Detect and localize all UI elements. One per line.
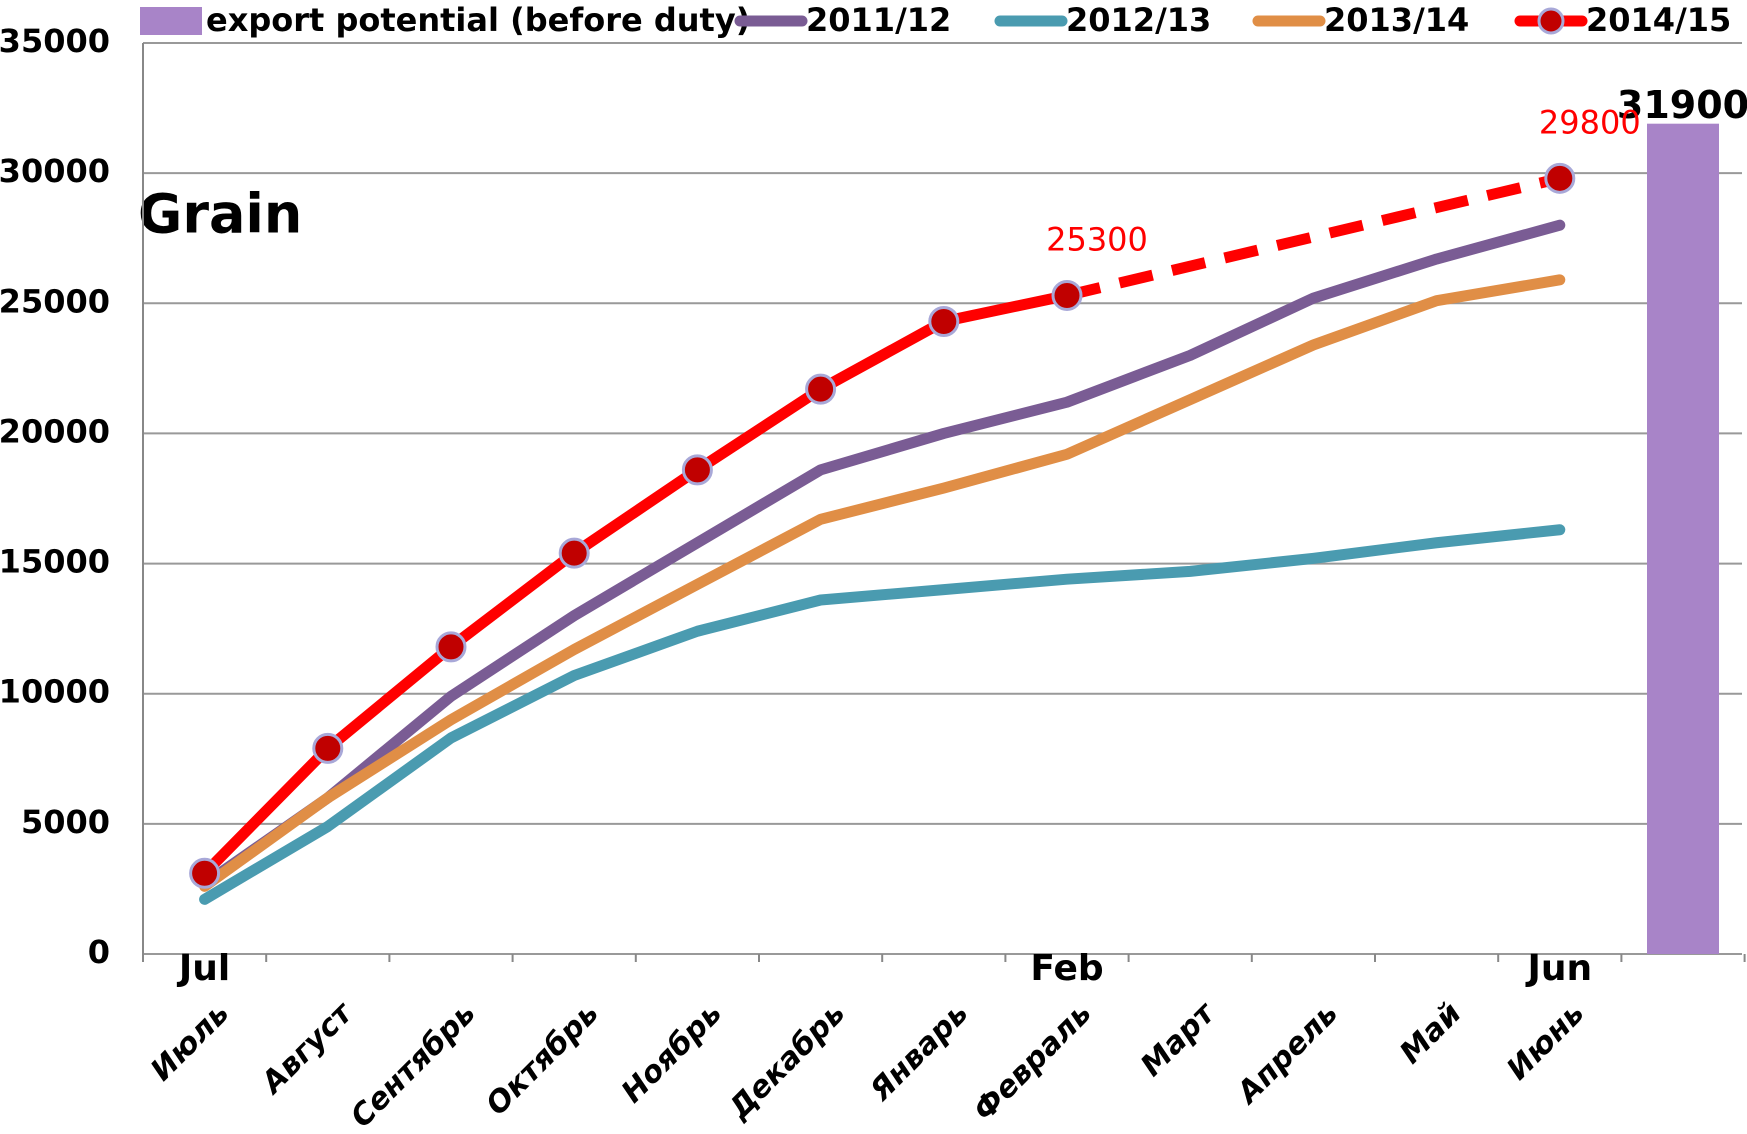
marker xyxy=(681,454,713,486)
marker xyxy=(312,732,344,764)
marker xyxy=(1051,279,1083,311)
y-tick-label: 20000 xyxy=(0,412,110,450)
y-tick-label: 30000 xyxy=(0,152,110,190)
x-tick-label: Февраль xyxy=(967,996,1099,1128)
x-tick-label: Апрель xyxy=(1229,996,1345,1112)
legend-label: 2011/12 xyxy=(806,1,951,39)
marker xyxy=(928,306,960,338)
data-label: 31900 xyxy=(1617,83,1747,127)
marker xyxy=(805,373,837,405)
x-tick-label: Июль xyxy=(144,996,236,1088)
x-tick-label: Июнь xyxy=(1500,996,1591,1087)
y-tick-label: 5000 xyxy=(21,803,110,841)
series-line xyxy=(199,219,1566,890)
x-tick-label: Сентябрь xyxy=(344,996,483,1134)
bar xyxy=(1647,123,1719,954)
y-tick-label: 10000 xyxy=(0,673,110,711)
data-label: 29800 xyxy=(1539,103,1641,141)
legend-label: 2012/13 xyxy=(1066,1,1211,39)
y-tick-label: 15000 xyxy=(0,543,110,581)
annotation: Jun xyxy=(1524,948,1592,989)
legend-label: export potential (before duty) xyxy=(206,1,750,39)
x-tick-label: Май xyxy=(1393,996,1468,1071)
marker xyxy=(435,631,467,663)
series-line xyxy=(199,274,1566,892)
forecast-line xyxy=(1065,172,1562,301)
legend-marker xyxy=(1537,7,1565,35)
y-tick-label: 0 xyxy=(88,933,110,971)
x-tick-label: Март xyxy=(1134,995,1223,1084)
x-tick-label: Январь xyxy=(863,996,976,1109)
annotation: Feb xyxy=(1030,948,1103,989)
legend-label: 2013/14 xyxy=(1324,1,1469,39)
series-line xyxy=(199,524,1566,905)
x-tick-label: Ноябрь xyxy=(615,996,729,1110)
legend-swatch xyxy=(140,7,202,35)
chart-title: Grain xyxy=(138,183,302,246)
data-label: 25300 xyxy=(1046,220,1148,258)
annotation: Jul xyxy=(176,948,230,989)
series-line xyxy=(199,289,1073,879)
marker xyxy=(558,537,590,569)
marker xyxy=(189,857,221,889)
legend-label: 2014/15 xyxy=(1586,1,1731,39)
y-tick-label: 35000 xyxy=(0,22,110,60)
x-tick-label: Декабрь xyxy=(721,996,852,1127)
y-tick-label: 25000 xyxy=(0,282,110,320)
x-tick-label: Октябрь xyxy=(479,996,606,1123)
marker xyxy=(1544,162,1576,194)
x-tick-label: Август xyxy=(254,995,361,1102)
